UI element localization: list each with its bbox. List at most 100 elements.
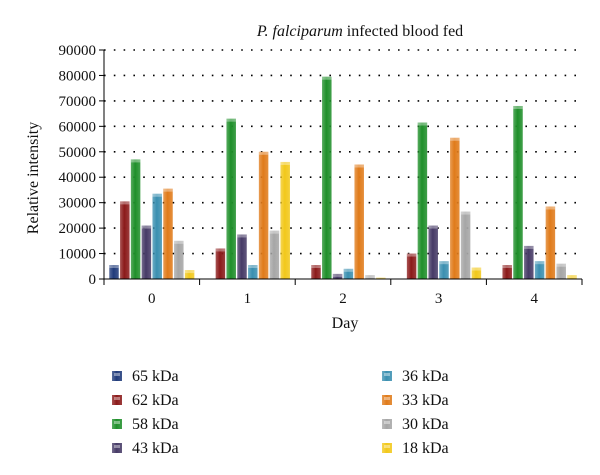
bar-highlight (109, 265, 119, 269)
y-tick-label: 40000 (59, 170, 97, 186)
legend-label: 62 kDa (132, 392, 179, 409)
bar (343, 268, 354, 279)
bar-highlight (332, 273, 343, 277)
y-tick-labels: 0 10000 20000 30000 40000 50000 60000 70000 8000… (59, 43, 97, 288)
legend-swatch-highlight (384, 373, 390, 376)
legend-label: 33 kDa (402, 392, 449, 409)
bar (130, 159, 141, 279)
legend-item: 65 kDa (112, 368, 179, 385)
bar-highlight (439, 261, 449, 265)
bar (354, 164, 364, 279)
bar-highlight (311, 265, 321, 269)
legend-swatch (112, 395, 122, 405)
bar-highlight (365, 275, 375, 279)
bar-highlight (354, 164, 364, 168)
chart-title-rest: infected blood fed (343, 23, 463, 40)
legend-swatch-highlight (114, 373, 120, 376)
bar-highlight (141, 225, 152, 229)
bar (311, 265, 321, 279)
bar (163, 188, 173, 279)
legend-swatch-highlight (114, 397, 120, 400)
x-tick-label: 4 (530, 291, 538, 307)
bar-highlight (428, 225, 438, 229)
chart-title: P. falciparum infected blood fed (256, 23, 463, 40)
legend-label: 43 kDa (132, 440, 179, 457)
bar (545, 206, 556, 279)
bar-highlight (152, 193, 162, 197)
bar-highlight (343, 268, 354, 272)
bar (184, 270, 195, 279)
bar-highlight (184, 270, 195, 274)
bar-highlight (417, 122, 428, 126)
bar (215, 248, 226, 279)
legend-swatch-highlight (114, 445, 120, 448)
bar-highlight (513, 105, 523, 109)
legend-label: 36 kDa (402, 368, 449, 385)
bar-highlight (280, 161, 290, 165)
bar (524, 245, 534, 279)
legend-label: 18 kDa (402, 440, 449, 457)
legend-swatch-highlight (114, 421, 120, 424)
y-tick-label: 50000 (59, 145, 97, 161)
legend-item: 30 kDa (382, 416, 449, 433)
legend-swatch (382, 419, 392, 429)
bar-highlight (460, 211, 471, 215)
legend-item: 58 kDa (112, 416, 179, 433)
bar-highlight (269, 230, 280, 234)
bar (376, 277, 386, 279)
bar-highlight (545, 206, 556, 210)
bar (258, 151, 269, 279)
bar-highlight (120, 201, 130, 205)
bar-highlight (524, 245, 534, 249)
bar (109, 265, 119, 279)
legend-swatch-highlight (384, 397, 390, 400)
legend-swatch (382, 371, 392, 381)
legend-label: 58 kDa (132, 416, 179, 433)
legend-swatch (112, 371, 122, 381)
bar-highlight (450, 137, 460, 141)
bar-highlight (502, 265, 512, 269)
bar-highlight (534, 261, 545, 265)
legend-swatch-highlight (384, 421, 390, 424)
legend-swatch-highlight (384, 445, 390, 448)
legend-label: 30 kDa (402, 416, 449, 433)
legend-item: 43 kDa (112, 440, 179, 457)
bar (174, 240, 184, 279)
chart-title-italic: P. falciparum (256, 23, 343, 40)
bar (248, 265, 258, 279)
y-tick-label: 90000 (59, 43, 97, 59)
bar (450, 137, 460, 279)
bar (502, 265, 512, 279)
bar (152, 193, 162, 279)
legend: 65 kDa 62 kDa 58 kDa 43 kDa 36 kDa 33 kDa 30 k… (112, 368, 449, 457)
bar (322, 76, 332, 279)
bar (534, 261, 545, 279)
bar (237, 234, 247, 279)
bar-highlight (406, 253, 417, 257)
bar (417, 122, 428, 280)
bar-highlight (376, 277, 386, 279)
y-tick-label: 80000 (59, 68, 97, 84)
bar (120, 201, 130, 279)
bar-highlight (226, 118, 236, 122)
y-axis-title: Relative intensity (25, 122, 42, 234)
bar-highlight (237, 234, 247, 238)
bar-highlight (174, 240, 184, 244)
bar-highlight (471, 267, 482, 271)
bar (428, 225, 438, 279)
legend-item: 18 kDa (382, 440, 449, 457)
bar (556, 263, 566, 279)
x-tick-label: 0 (148, 291, 156, 307)
bar (141, 225, 152, 279)
bars (109, 76, 577, 280)
x-tick-label: 1 (244, 291, 252, 307)
bar-highlight (215, 248, 226, 252)
bar (513, 105, 523, 279)
bar (406, 253, 417, 279)
bar-highlight (567, 275, 577, 279)
bar (460, 211, 471, 279)
gridlines (104, 49, 582, 255)
x-tick-label: 3 (435, 291, 443, 307)
x-tick-labels: 0 1 2 3 4 (148, 291, 538, 307)
